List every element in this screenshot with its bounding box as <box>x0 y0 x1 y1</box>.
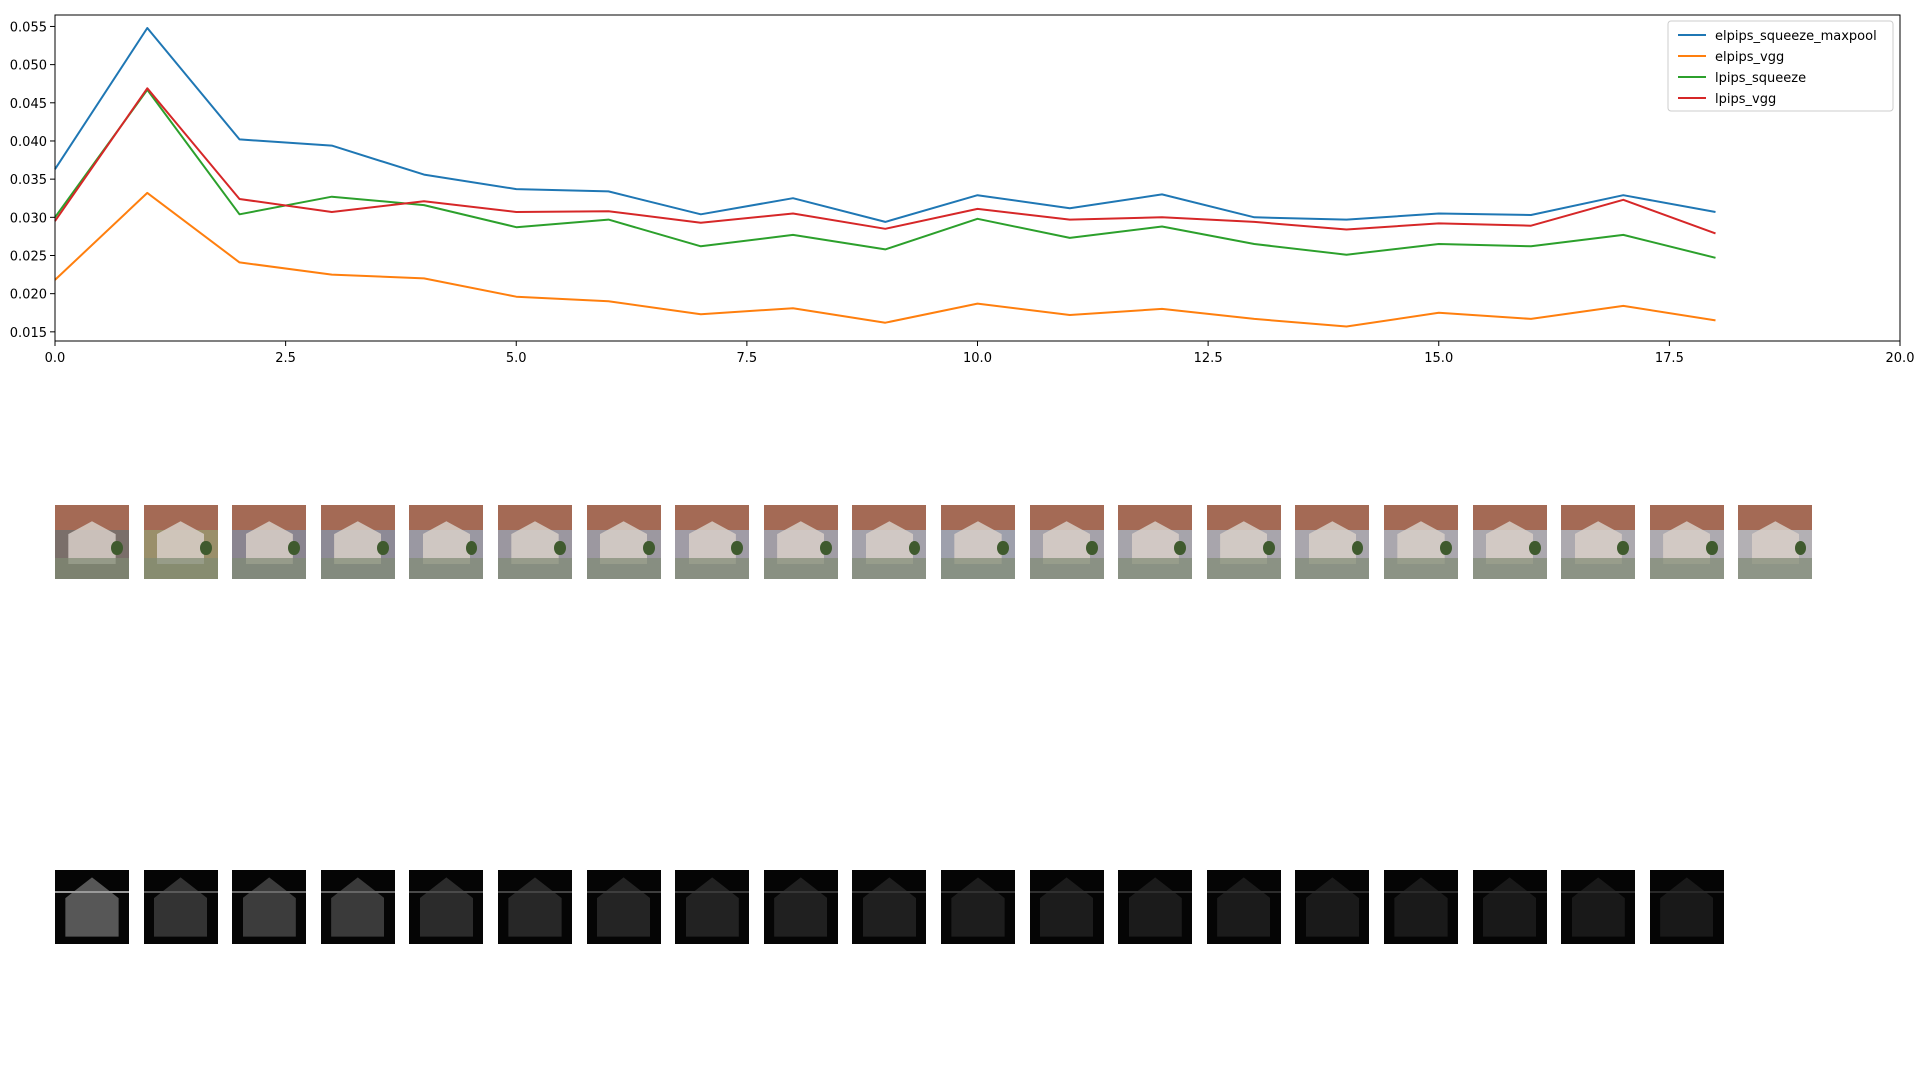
x-tick-label: 0.0 <box>45 351 66 366</box>
reconstruction-thumbnail <box>941 505 1015 579</box>
reconstruction-thumbnail <box>1029 505 1104 579</box>
reconstruction-thumbnail <box>586 505 661 579</box>
x-tick-label: 10.0 <box>963 351 992 366</box>
reconstruction-strip <box>0 505 1920 585</box>
error-map-thumbnail <box>55 870 129 944</box>
reconstruction-thumbnail <box>1295 505 1370 579</box>
error-map-thumbnail <box>1295 870 1370 944</box>
reconstruction-thumbnail <box>1118 505 1193 579</box>
reconstruction-thumbnail <box>1561 505 1636 579</box>
x-axis: 0.0 2.5 5.0 7.5 10.0 12.5 15.0 17.5 20.0 <box>45 341 1915 366</box>
series-line-elpips_vgg <box>54 191 1716 328</box>
y-tick-label: 0.055 <box>10 20 47 35</box>
error-map-thumbnail <box>763 870 838 944</box>
reconstruction-thumbnail <box>1384 505 1458 579</box>
legend-label-elpips_squeeze_maxpool: elpips_squeeze_maxpool <box>1715 29 1877 44</box>
y-tick-label: 0.020 <box>10 288 47 303</box>
error-map-thumbnail <box>232 870 307 944</box>
x-tick-label: 17.5 <box>1655 351 1684 366</box>
y-tick-label: 0.030 <box>10 211 47 226</box>
reconstruction-thumbnail <box>1649 505 1724 579</box>
reconstruction-thumbnail <box>1738 505 1813 579</box>
error-map-thumbnail <box>586 870 661 944</box>
reconstruction-thumbnail <box>498 505 572 579</box>
reconstruction-thumbnail <box>55 505 129 579</box>
y-tick-label: 0.015 <box>10 326 47 341</box>
error-map-thumbnail <box>852 870 927 944</box>
error-map-thumbnail <box>1118 870 1193 944</box>
x-tick-label: 2.5 <box>275 351 296 366</box>
x-tick-label: 15.0 <box>1424 351 1453 366</box>
error-map-thumbnail <box>1561 870 1636 944</box>
error-map-thumbnail <box>1029 870 1104 944</box>
error-map-strip <box>0 870 1920 950</box>
series-line-lpips_squeeze <box>54 88 1716 259</box>
reconstruction-thumbnail <box>763 505 838 579</box>
error-map-thumbnail <box>675 870 750 944</box>
legend-label-elpips_vgg: elpips_vgg <box>1715 50 1784 65</box>
reconstruction-thumbnail <box>1206 505 1281 579</box>
legend-box <box>1667 20 1894 112</box>
error-map-thumbnail <box>1384 870 1458 944</box>
x-tick-label: 12.5 <box>1194 351 1223 366</box>
series-line-lpips_vgg <box>54 87 1716 235</box>
legend-label-lpips_squeeze: lpips_squeeze <box>1715 71 1806 86</box>
error-map-thumbnail <box>941 870 1015 944</box>
y-tick-label: 0.035 <box>10 173 47 188</box>
legend-label-lpips_vgg: lpips_vgg <box>1715 92 1776 107</box>
y-axis: 0.015 0.020 0.025 0.030 0.035 0.040 0.045 0.050… <box>10 20 55 341</box>
x-tick-label: 7.5 <box>737 351 758 366</box>
error-map-thumbnail <box>498 870 572 944</box>
series-layer <box>54 27 1716 328</box>
reconstruction-thumbnail <box>232 505 307 579</box>
series-line-elpips_squeeze_maxpool <box>54 27 1716 223</box>
error-map-thumbnail <box>143 870 218 944</box>
error-map-thumbnail <box>320 870 395 944</box>
error-map-thumbnail <box>409 870 484 944</box>
error-map-thumbnail <box>1472 870 1547 944</box>
y-tick-label: 0.050 <box>10 59 47 74</box>
y-tick-label: 0.045 <box>10 97 47 112</box>
legend: elpips_squeeze_maxpool elpips_vgg lpips_sq… <box>1667 20 1894 112</box>
y-tick-label: 0.025 <box>10 249 47 264</box>
reconstruction-thumbnail <box>143 505 218 579</box>
reconstruction-thumbnail <box>409 505 484 579</box>
x-tick-label: 20.0 <box>1886 351 1915 366</box>
y-tick-label: 0.040 <box>10 135 47 150</box>
error-map-thumbnail <box>1206 870 1281 944</box>
x-tick-label: 5.0 <box>506 351 527 366</box>
plot-frame <box>54 14 1901 342</box>
error-map-thumbnail <box>1649 870 1724 944</box>
reconstruction-thumbnail <box>852 505 927 579</box>
line-chart: 0.0 2.5 5.0 7.5 10.0 12.5 15.0 17.5 20.0 0.0150.… <box>10 14 1915 366</box>
reconstruction-thumbnail <box>1472 505 1547 579</box>
reconstruction-thumbnail <box>675 505 750 579</box>
reconstruction-thumbnail <box>320 505 395 579</box>
